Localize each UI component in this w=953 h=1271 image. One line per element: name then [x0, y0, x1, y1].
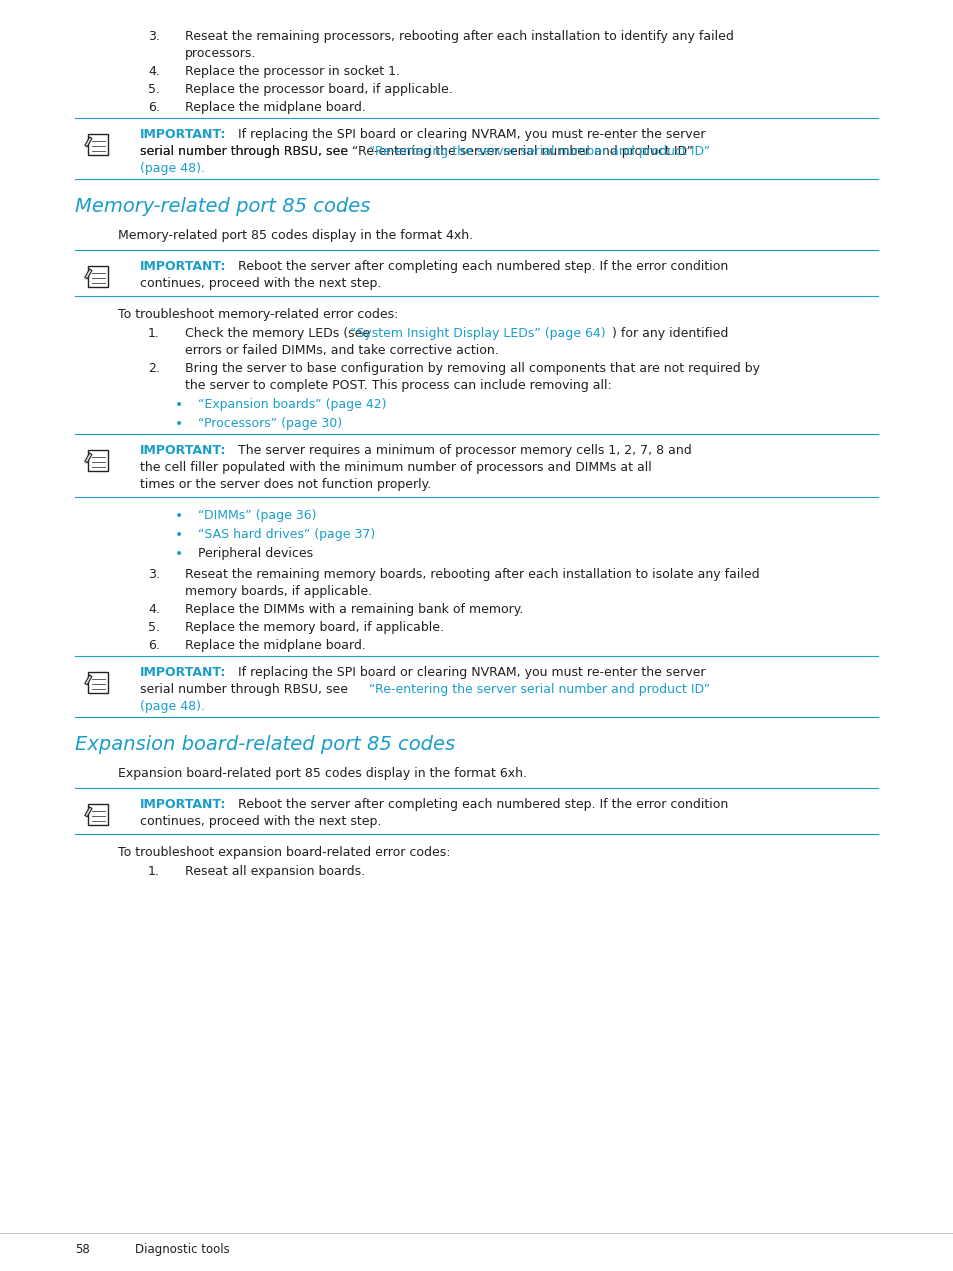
Text: Check the memory LEDs (see: Check the memory LEDs (see: [185, 327, 374, 341]
Text: 3.: 3.: [148, 31, 160, 43]
Text: processors.: processors.: [185, 47, 256, 60]
Text: “Re-entering the server serial number and product ID”: “Re-entering the server serial number an…: [369, 145, 709, 158]
Text: Replace the memory board, if applicable.: Replace the memory board, if applicable.: [185, 622, 443, 634]
Text: Reboot the server after completing each numbered step. If the error condition: Reboot the server after completing each …: [222, 261, 727, 273]
Polygon shape: [85, 137, 91, 146]
Text: IMPORTANT:: IMPORTANT:: [140, 128, 226, 141]
Text: The server requires a minimum of processor memory cells 1, 2, 7, 8 and: The server requires a minimum of process…: [222, 444, 691, 458]
Text: serial number through RBSU, see: serial number through RBSU, see: [140, 145, 352, 158]
Text: “Processors” (page 30): “Processors” (page 30): [198, 417, 342, 430]
Text: 58: 58: [75, 1243, 90, 1256]
Bar: [89, 805, 108, 825]
Text: Replace the midplane board.: Replace the midplane board.: [185, 639, 366, 652]
Text: the cell filler populated with the minimum number of processors and DIMMs at all: the cell filler populated with the minim…: [140, 461, 651, 474]
Text: errors or failed DIMMs, and take corrective action.: errors or failed DIMMs, and take correct…: [185, 344, 498, 357]
Text: •: •: [174, 398, 183, 412]
Text: Reseat the remaining processors, rebooting after each installation to identify a: Reseat the remaining processors, rebooti…: [185, 31, 733, 43]
Bar: [89, 266, 108, 287]
Text: (page 48).: (page 48).: [140, 700, 205, 713]
Text: Expansion board-related port 85 codes: Expansion board-related port 85 codes: [75, 735, 455, 754]
Text: •: •: [174, 417, 183, 431]
Text: “DIMMs” (page 36): “DIMMs” (page 36): [198, 508, 316, 522]
Text: serial number through RBSU, see: serial number through RBSU, see: [140, 683, 352, 697]
Text: •: •: [174, 527, 183, 541]
Text: 5.: 5.: [148, 83, 160, 97]
Text: memory boards, if applicable.: memory boards, if applicable.: [185, 585, 372, 597]
Text: 2.: 2.: [148, 362, 160, 375]
Polygon shape: [85, 807, 91, 817]
Text: Memory-related port 85 codes display in the format 4xh.: Memory-related port 85 codes display in …: [118, 229, 473, 241]
Bar: [89, 135, 108, 155]
Text: Diagnostic tools: Diagnostic tools: [135, 1243, 230, 1256]
Polygon shape: [85, 452, 91, 463]
Polygon shape: [85, 675, 91, 685]
Text: Memory-related port 85 codes: Memory-related port 85 codes: [75, 197, 370, 216]
Text: Replace the processor board, if applicable.: Replace the processor board, if applicab…: [185, 83, 453, 97]
Text: “Expansion boards” (page 42): “Expansion boards” (page 42): [198, 398, 386, 411]
Text: Replace the midplane board.: Replace the midplane board.: [185, 100, 366, 114]
Text: 6.: 6.: [148, 639, 160, 652]
Text: 3.: 3.: [148, 568, 160, 581]
Text: Replace the processor in socket 1.: Replace the processor in socket 1.: [185, 65, 399, 78]
Text: “System Insight Display LEDs” (page 64): “System Insight Display LEDs” (page 64): [350, 327, 605, 341]
Text: “Re-entering the server serial number and product ID”: “Re-entering the server serial number an…: [369, 683, 709, 697]
Text: serial number through RBSU, see “Re-entering the server serial number and produc: serial number through RBSU, see “Re-ente…: [140, 145, 693, 158]
Text: 6.: 6.: [148, 100, 160, 114]
Text: 4.: 4.: [148, 65, 160, 78]
Text: times or the server does not function properly.: times or the server does not function pr…: [140, 478, 431, 491]
Text: To troubleshoot expansion board-related error codes:: To troubleshoot expansion board-related …: [118, 846, 450, 859]
Text: 1.: 1.: [148, 327, 160, 341]
Text: •: •: [174, 508, 183, 522]
Text: continues, proceed with the next step.: continues, proceed with the next step.: [140, 277, 381, 290]
Text: IMPORTANT:: IMPORTANT:: [140, 798, 226, 811]
Text: (page 48).: (page 48).: [140, 161, 205, 175]
Text: •: •: [174, 547, 183, 561]
Text: Reboot the server after completing each numbered step. If the error condition: Reboot the server after completing each …: [222, 798, 727, 811]
Polygon shape: [85, 269, 91, 278]
Text: IMPORTANT:: IMPORTANT:: [140, 666, 226, 679]
Text: 5.: 5.: [148, 622, 160, 634]
Text: Reseat the remaining memory boards, rebooting after each installation to isolate: Reseat the remaining memory boards, rebo…: [185, 568, 759, 581]
Bar: [89, 450, 108, 472]
Text: To troubleshoot memory-related error codes:: To troubleshoot memory-related error cod…: [118, 308, 398, 322]
Text: 1.: 1.: [148, 866, 160, 878]
Text: Reseat all expansion boards.: Reseat all expansion boards.: [185, 866, 365, 878]
Text: IMPORTANT:: IMPORTANT:: [140, 444, 226, 458]
Text: IMPORTANT:: IMPORTANT:: [140, 261, 226, 273]
Text: Expansion board-related port 85 codes display in the format 6xh.: Expansion board-related port 85 codes di…: [118, 766, 526, 780]
Text: Bring the server to base configuration by removing all components that are not r: Bring the server to base configuration b…: [185, 362, 760, 375]
Text: If replacing the SPI board or clearing NVRAM, you must re-enter the server: If replacing the SPI board or clearing N…: [222, 666, 705, 679]
Text: continues, proceed with the next step.: continues, proceed with the next step.: [140, 815, 381, 827]
Text: the server to complete POST. This process can include removing all:: the server to complete POST. This proces…: [185, 379, 611, 391]
Bar: [89, 672, 108, 693]
Text: Replace the DIMMs with a remaining bank of memory.: Replace the DIMMs with a remaining bank …: [185, 602, 523, 616]
Text: 4.: 4.: [148, 602, 160, 616]
Text: “SAS hard drives” (page 37): “SAS hard drives” (page 37): [198, 527, 375, 541]
Text: If replacing the SPI board or clearing NVRAM, you must re-enter the server: If replacing the SPI board or clearing N…: [222, 128, 705, 141]
Text: ) for any identified: ) for any identified: [612, 327, 727, 341]
Text: Peripheral devices: Peripheral devices: [198, 547, 313, 561]
